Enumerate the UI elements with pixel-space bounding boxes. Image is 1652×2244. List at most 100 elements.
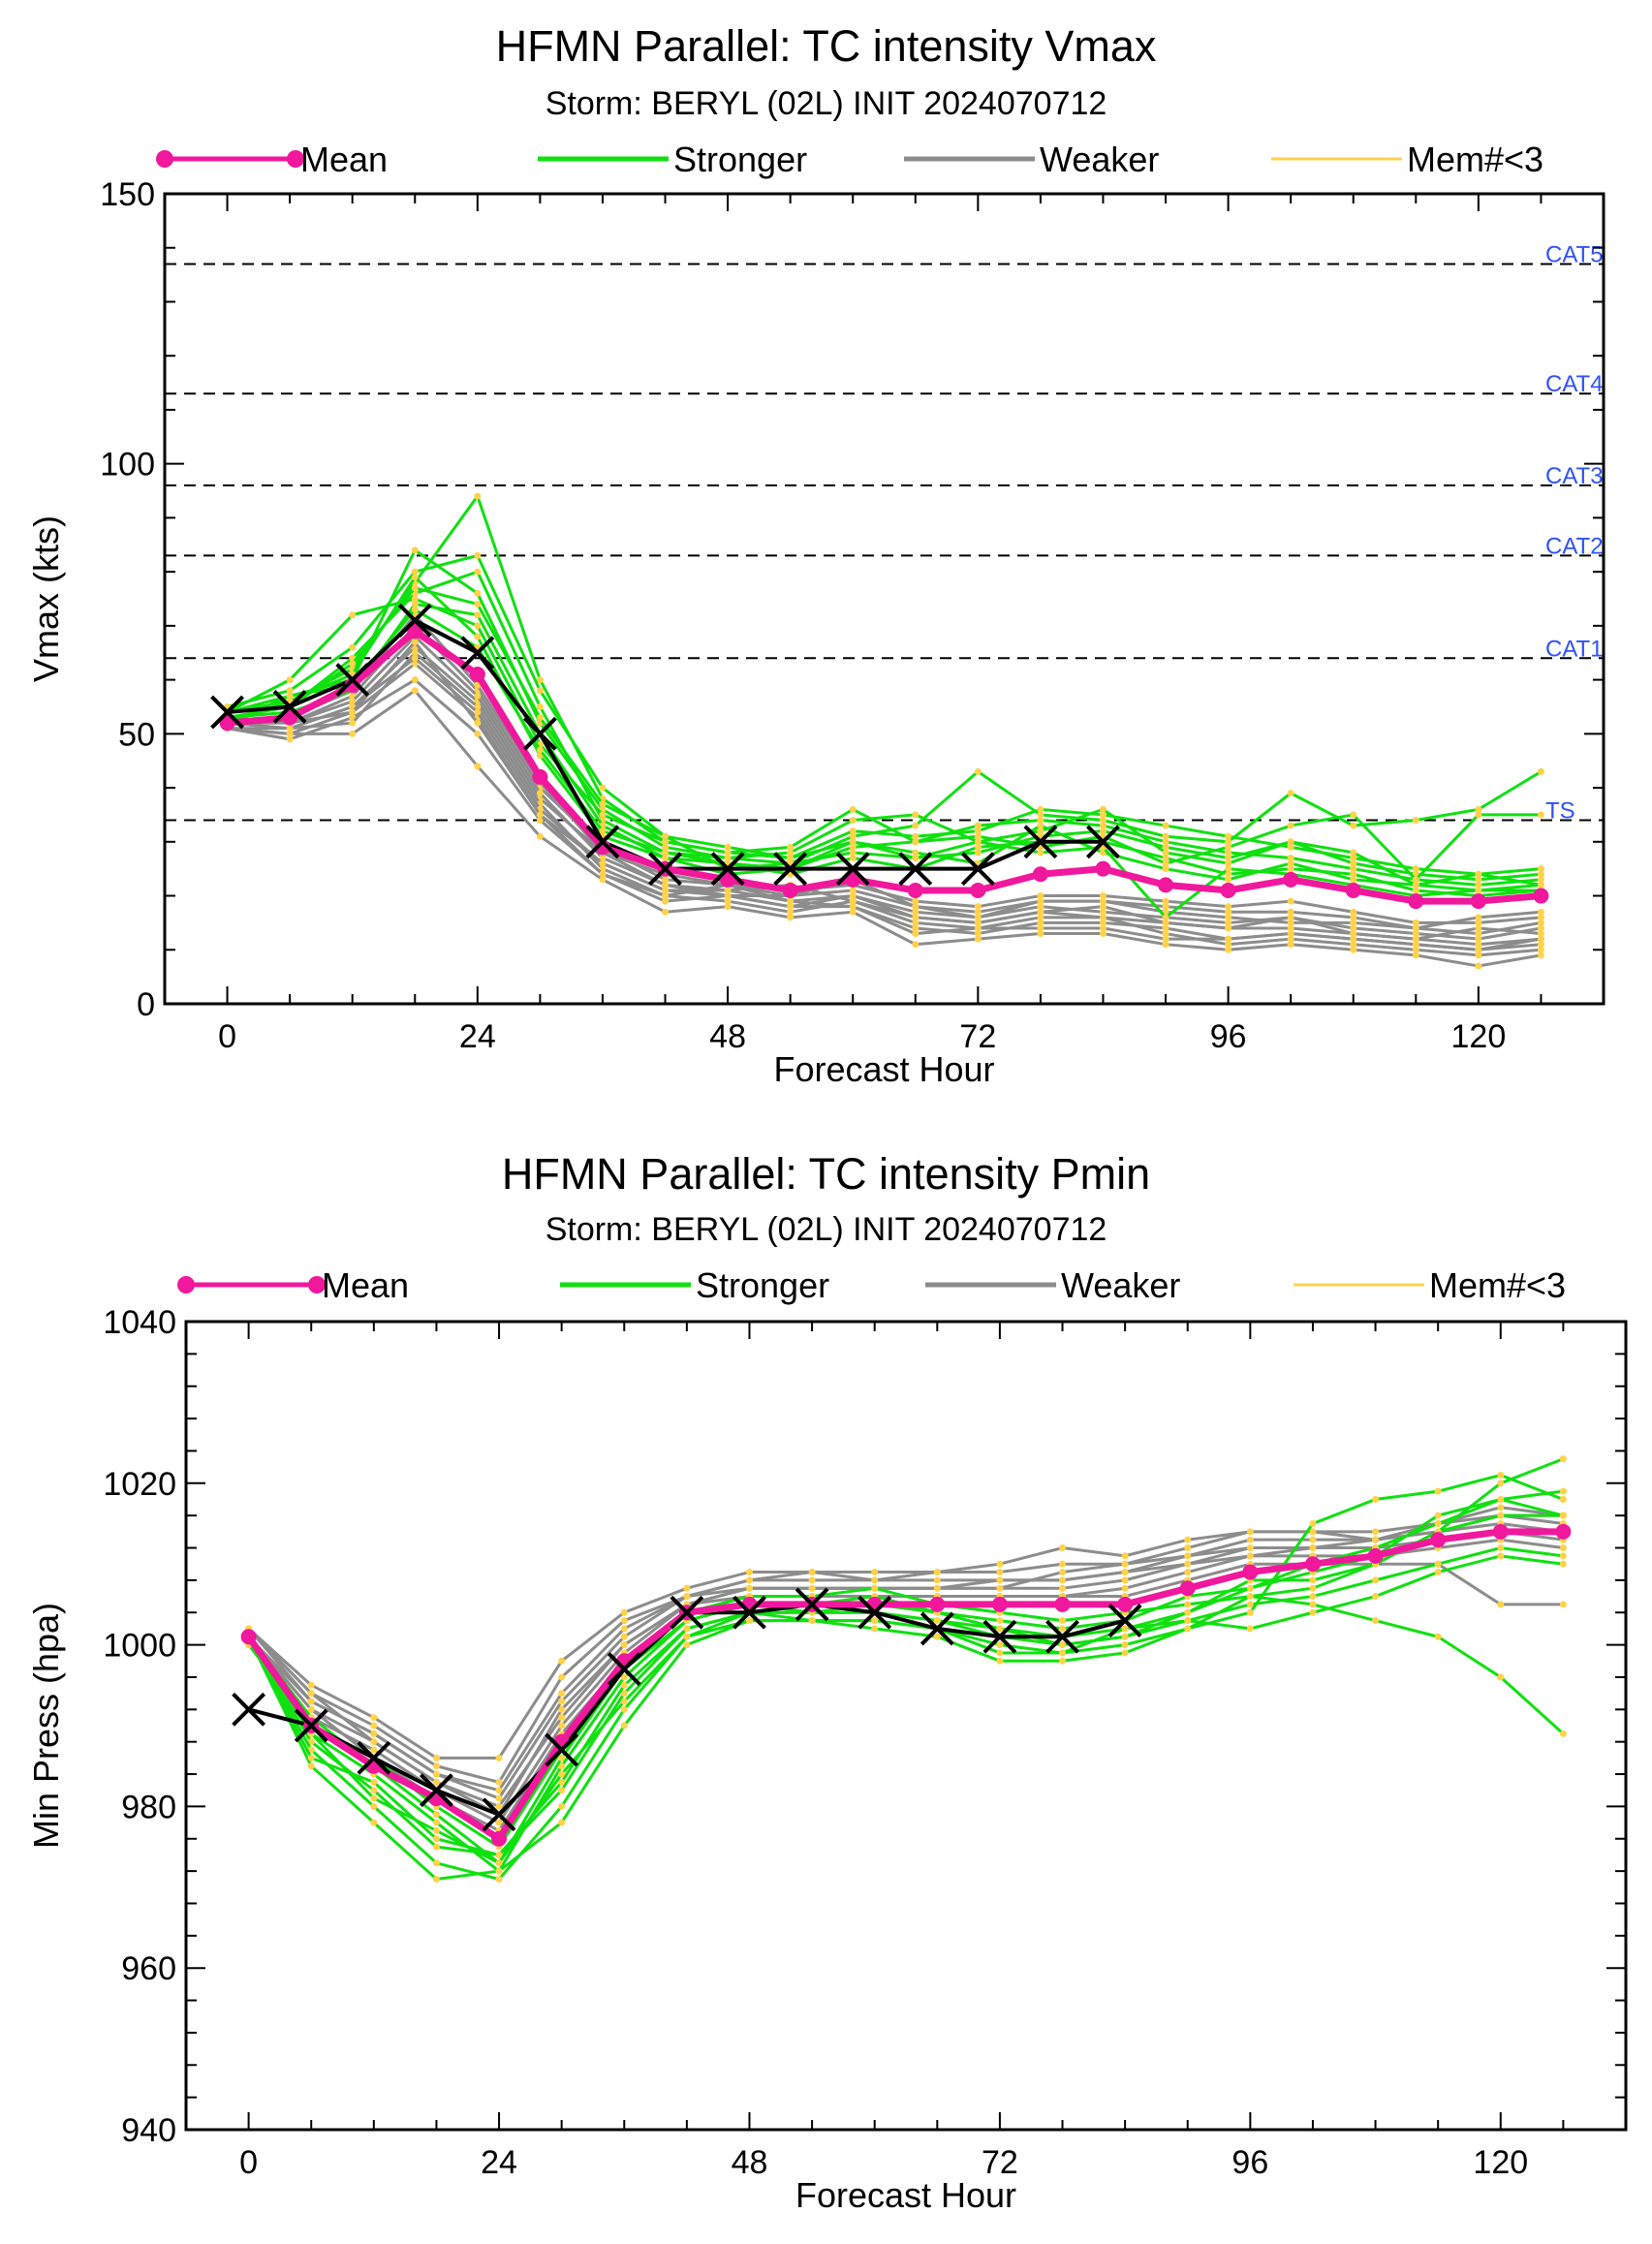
stronger-member-line-point <box>1162 822 1169 829</box>
weaker-member-line-point <box>912 930 920 938</box>
weaker-member-line <box>227 634 1542 941</box>
weaker-member-line-point <box>1412 930 1419 938</box>
weaker-member-line-point <box>1037 924 1044 932</box>
legend-mean-marker <box>308 1276 326 1293</box>
weaker-member-line-point <box>808 1576 816 1584</box>
stronger-member-line-point <box>1287 859 1294 867</box>
stronger-member-line-point <box>1059 1649 1067 1657</box>
observed-marker <box>272 690 307 724</box>
stronger-member-line-point <box>370 1787 378 1794</box>
weaker-member-line-point <box>849 892 857 900</box>
weaker-member-line-point <box>1099 897 1107 905</box>
weaker-member-line-point <box>683 1593 691 1601</box>
weaker-member-line <box>227 639 1542 951</box>
weaker-member-line-point <box>1037 908 1044 916</box>
mean-point <box>1304 1556 1321 1573</box>
weaker-member-line-point <box>1225 946 1232 953</box>
observed-marker <box>898 852 933 887</box>
weaker-member-line-point <box>662 908 670 916</box>
stronger-member-line-point <box>849 827 857 835</box>
observed-marker <box>585 825 620 859</box>
weaker-member-line <box>227 656 1542 947</box>
x-tick-label: 24 <box>459 1018 496 1055</box>
stronger-member-line-point <box>662 838 670 846</box>
stronger-member-line-point <box>432 1843 440 1851</box>
weaker-member-line-point <box>411 654 419 662</box>
weaker-member-line-point <box>370 1738 378 1746</box>
stronger-member-line-point <box>849 849 857 857</box>
y-axis-label: Min Press (hpa) <box>26 1603 66 1849</box>
observed-marker <box>294 1708 328 1743</box>
weaker-member-line-point <box>349 730 357 737</box>
x-tick-label: 0 <box>218 1018 236 1055</box>
weaker-member-line-point <box>1537 935 1544 943</box>
stronger-member-line-point <box>536 676 544 684</box>
stronger-member-line-point <box>933 1633 941 1640</box>
observed-marker <box>857 1595 892 1630</box>
stronger-member-line-point <box>1184 1601 1192 1608</box>
legend: Mean Stronger Weaker Mem#<3 <box>156 140 1543 179</box>
weaker-member-line-point <box>536 811 544 819</box>
stronger-member-line-point <box>1037 817 1044 825</box>
mean-point <box>907 882 923 898</box>
stronger-member-line-point <box>912 838 920 846</box>
observed-marker <box>835 852 870 887</box>
stronger-member-line-point <box>558 1754 566 1761</box>
stronger-member-line-point <box>474 568 482 576</box>
mean-line <box>245 1528 1564 1844</box>
stronger-member-line-point <box>912 855 920 862</box>
weaker-member-line-point <box>1225 914 1232 921</box>
stronger-member-line-point <box>1037 827 1044 835</box>
weaker-member-line-point <box>286 735 294 743</box>
observed-marker <box>1107 1604 1142 1637</box>
weaker-member-line-point <box>974 935 982 943</box>
stronger-member-line-point <box>849 838 857 846</box>
stronger-member-line-point <box>1099 805 1107 813</box>
weaker-member-line-point <box>1287 914 1294 921</box>
weaker-member-line-point <box>1497 1601 1505 1608</box>
stronger-member-line-point <box>620 1673 628 1681</box>
mean-point <box>1367 1547 1384 1564</box>
weaker-member-line-point <box>724 892 732 900</box>
y-tick-label: 150 <box>100 176 155 213</box>
weaker-member-line-point <box>495 1754 503 1761</box>
stronger-member-line-point <box>974 838 982 846</box>
weaker-member-line-point <box>724 897 732 905</box>
observed-marker <box>397 603 432 638</box>
observed-marker <box>710 852 745 887</box>
weaker-member-line-point <box>1537 924 1544 932</box>
x-tick-label: 96 <box>1231 2144 1268 2181</box>
weaker-member-line-point <box>683 1584 691 1592</box>
observed-marker <box>648 852 682 887</box>
weaker-member-line-point <box>1121 1584 1129 1592</box>
stronger-member-line-point <box>1225 876 1232 884</box>
stronger-member-line-point <box>871 1625 879 1633</box>
stronger-member-line <box>226 547 1542 887</box>
weaker-member-line-point <box>349 719 357 727</box>
weaker-member-line-point <box>1246 1536 1254 1543</box>
legend-mean-marker <box>177 1276 195 1293</box>
weaker-member-line-point <box>370 1714 378 1722</box>
stronger-member-line-point <box>745 1617 753 1625</box>
y-tick-label: 50 <box>118 716 155 753</box>
stronger-member-line-point <box>1121 1625 1129 1633</box>
stronger-member-line-point <box>536 714 544 722</box>
weaker-member-line-point <box>1287 930 1294 938</box>
stronger-member-line-point <box>286 692 294 700</box>
stronger-member-line-point <box>1059 1625 1067 1633</box>
stronger-member-line-point <box>1309 1576 1317 1584</box>
weaker-member-line-point <box>432 1770 440 1778</box>
stronger-member-line-point <box>411 601 419 608</box>
weaker-member-line-point <box>1287 919 1294 926</box>
stronger-member-line-point <box>1309 1593 1317 1601</box>
stronger-member-line-point <box>1372 1617 1380 1625</box>
weaker-member-line-point <box>662 876 670 884</box>
observed-marker <box>670 1595 704 1630</box>
weaker-member-line-point <box>411 687 419 695</box>
weaker-member-line-point <box>1225 924 1232 932</box>
mean-point <box>469 667 485 683</box>
stronger-member-line-point <box>1246 1584 1254 1592</box>
weaker-member-line-point <box>974 914 982 921</box>
legend-few-label: Mem#<3 <box>1429 1265 1566 1305</box>
weaker-member-line-point <box>871 1576 879 1584</box>
